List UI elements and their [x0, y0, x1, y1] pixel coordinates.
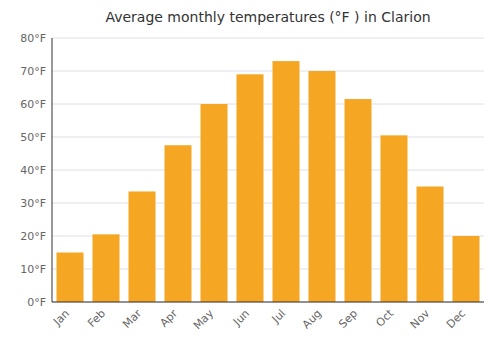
y-tick-label: 0°F: [27, 296, 46, 309]
bar: [165, 145, 192, 302]
bar: [345, 99, 372, 302]
grid-line: [52, 38, 484, 39]
grid-line: [52, 104, 484, 105]
bar: [417, 187, 444, 303]
grid: [52, 38, 484, 302]
bar: [57, 253, 84, 303]
x-tick-label: Mar: [120, 307, 144, 331]
y-axis: [52, 38, 53, 302]
bar: [129, 191, 156, 302]
x-tick-label: Apr: [157, 307, 180, 330]
x-tick-label: Feb: [85, 307, 108, 330]
y-tick-label: 80°F: [20, 32, 46, 45]
bar: [93, 234, 120, 302]
chart: Average monthly temperatures (°F ) in Cl…: [0, 0, 500, 350]
bar: [381, 135, 408, 302]
y-tick-label: 10°F: [20, 263, 46, 276]
x-axis: [52, 302, 484, 303]
x-tick-label: Aug: [300, 307, 324, 331]
title: Average monthly temperatures (°F ) in Cl…: [105, 9, 430, 25]
x-tick-label: Jun: [230, 307, 252, 329]
x-tick-label: Nov: [408, 307, 433, 332]
y-tick-label: 70°F: [20, 65, 46, 78]
y-tick-label: 40°F: [20, 164, 46, 177]
y-tick-label: 50°F: [20, 131, 46, 144]
grid-line: [52, 302, 484, 303]
bars: [57, 61, 480, 302]
grid-line: [52, 137, 484, 138]
bar: [453, 236, 480, 302]
x-tick-label: Sep: [336, 307, 360, 331]
bar: [237, 74, 264, 302]
bar: [201, 104, 228, 302]
grid-line: [52, 170, 484, 171]
y-tick-label: 30°F: [20, 197, 46, 210]
x-tick-label: Oct: [373, 306, 396, 329]
bar: [309, 71, 336, 302]
x-tick-label: Jan: [50, 307, 72, 329]
grid-line: [52, 71, 484, 72]
x-tick-label: Dec: [444, 307, 468, 331]
y-tick-label: 20°F: [20, 230, 46, 243]
bar: [273, 61, 300, 302]
x-tick-label: Jul: [269, 307, 288, 326]
y-tick-label: 60°F: [20, 98, 46, 111]
x-tick-label: May: [191, 307, 217, 333]
